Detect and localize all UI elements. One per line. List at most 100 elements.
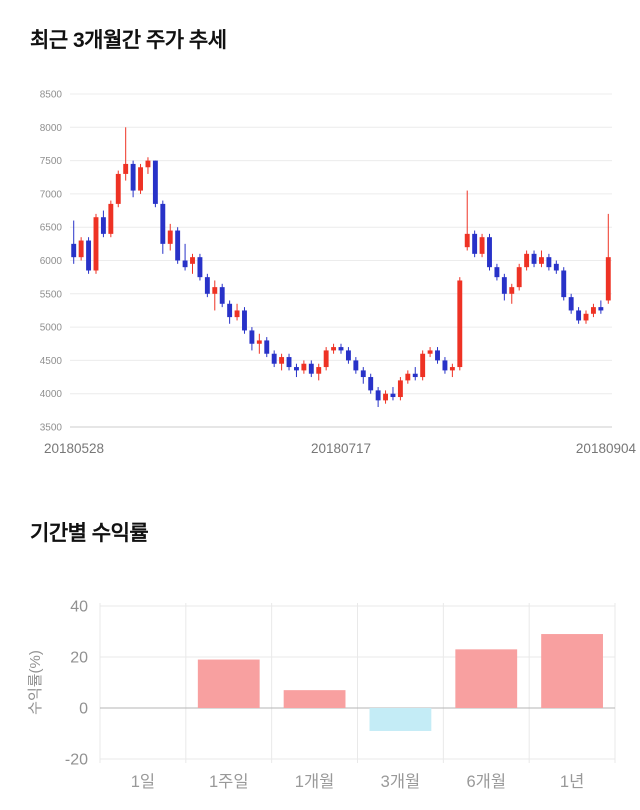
candle-body [308, 363, 314, 374]
candle-body [449, 367, 455, 371]
candle-body [93, 217, 99, 271]
candle-body [167, 230, 173, 244]
candle-body [108, 203, 114, 234]
return-bar [541, 634, 603, 708]
candle-body [420, 353, 426, 378]
category-label: 1개월 [295, 772, 335, 791]
y-tick-label: 8500 [40, 90, 63, 101]
candle-body [227, 303, 233, 318]
y-axis-label: 수익률(%) [27, 650, 44, 715]
candle-body [568, 297, 574, 311]
candle-body [256, 340, 262, 344]
y-tick-label: 6000 [40, 256, 63, 267]
y-tick-label: 40 [70, 599, 88, 616]
candle-body [271, 353, 277, 364]
candle-body [100, 217, 106, 234]
candle-body [397, 380, 403, 398]
candle-body [78, 240, 84, 258]
candle-body [368, 377, 374, 391]
candle-body [501, 277, 507, 294]
candle-body [338, 347, 344, 351]
category-label: 1일 [131, 772, 155, 791]
candle-body [390, 393, 396, 398]
y-tick-label: 7000 [40, 189, 63, 200]
y-tick-label: -20 [65, 752, 88, 769]
candle-body [442, 360, 448, 371]
candle-body [264, 340, 270, 354]
return-bar [369, 708, 432, 731]
price-chart-title: 최근 3개월간 주가 추세 [30, 29, 227, 52]
candle-body [457, 280, 463, 368]
y-tick-label: 7500 [40, 156, 63, 167]
x-tick-label: 20180717 [311, 441, 371, 456]
candle-body [279, 357, 285, 364]
candle-body [405, 373, 411, 381]
return-bar [283, 690, 346, 708]
candle-body [219, 287, 225, 304]
y-tick-label: 6500 [40, 223, 63, 234]
candle-body [316, 367, 322, 374]
y-tick-label: 4000 [40, 389, 63, 400]
candle-body [375, 390, 381, 401]
candle-body [115, 173, 121, 204]
candle-body [204, 277, 210, 294]
candle-body [86, 240, 92, 271]
candlestick-chart: 3500 4000 4500 5000 5500 6000 6500 7000 7500 8000… [40, 90, 637, 457]
candle-body [190, 257, 195, 264]
candle-body [383, 393, 388, 401]
candle-body [412, 373, 418, 378]
candle-body [123, 163, 129, 174]
candle-body [531, 253, 537, 264]
candle-body [509, 287, 515, 294]
candle-body [160, 203, 166, 244]
candle-body [487, 237, 492, 268]
category-label: 1년 [560, 772, 584, 791]
candle-body [539, 257, 544, 264]
candle-body [130, 163, 136, 191]
y-tick-label: 8000 [40, 123, 63, 134]
period-return-bar-chart: 40 20 0 -20 수익률(%) 1일 1주일 1개월 3개월 6개월 1년 [27, 599, 616, 791]
category-label: 6개월 [466, 772, 506, 791]
candle-body [427, 350, 433, 354]
y-tick-label: 3500 [40, 423, 63, 434]
candle-body [345, 350, 351, 361]
candle-body [576, 310, 582, 321]
candle-body [138, 167, 143, 191]
candle-body [479, 237, 485, 254]
candle-body [546, 257, 552, 268]
candle-body [249, 330, 255, 344]
candle-body [197, 257, 203, 278]
candle-body [182, 260, 188, 268]
candle-body [242, 310, 247, 331]
candle-body [590, 307, 596, 314]
candle-body [234, 310, 240, 318]
candle-body [353, 360, 359, 371]
candle-body [553, 263, 559, 271]
x-tick-label: 20180904 [576, 441, 637, 456]
candle-body [301, 363, 307, 371]
category-label: 1주일 [209, 772, 249, 791]
candle-body [464, 233, 470, 248]
candle-body [286, 357, 292, 368]
candle-body [435, 350, 440, 361]
candle-body [331, 347, 337, 351]
candle-body [598, 307, 604, 311]
return-bar [197, 659, 260, 708]
candle-body [294, 367, 299, 371]
return-bar [455, 649, 518, 708]
candle-body [145, 160, 151, 168]
candle-body [516, 267, 522, 288]
candle-body [524, 253, 530, 268]
candle-body [175, 230, 181, 261]
y-tick-label: 0 [79, 701, 88, 718]
candle-body [212, 287, 218, 294]
candle-body [360, 370, 366, 378]
x-tick-label: 20180528 [44, 441, 104, 456]
candle-body [472, 233, 478, 254]
y-tick-label: 5000 [40, 323, 63, 334]
candle-body [152, 160, 158, 204]
candle-body [323, 350, 329, 368]
category-label: 3개월 [381, 772, 421, 791]
candle-body [561, 270, 567, 298]
y-tick-label: 5500 [40, 289, 63, 300]
